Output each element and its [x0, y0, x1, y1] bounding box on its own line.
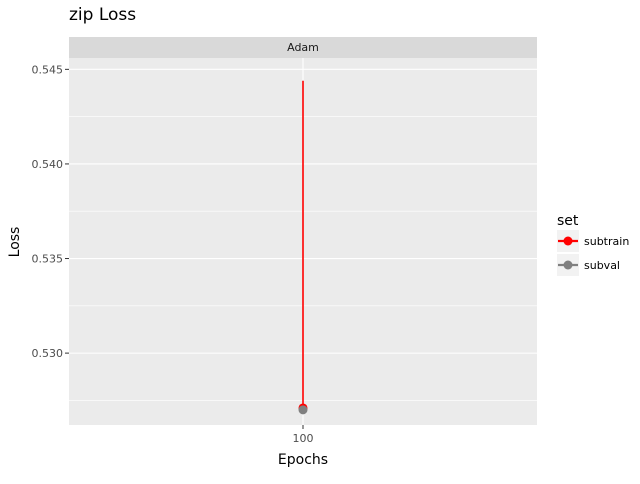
legend-title: set: [557, 213, 579, 229]
facet-strip: [69, 37, 537, 58]
series-layer: [298, 80, 308, 415]
y-tick-label: 0.540: [32, 158, 64, 171]
legend: set subtrain subval: [557, 213, 629, 276]
x-axis: 100: [293, 425, 314, 445]
legend-label-subval: subval: [584, 259, 620, 272]
y-tick-label: 0.535: [32, 253, 64, 266]
chart-title: zip Loss: [69, 5, 136, 25]
y-tick-label: 0.545: [32, 63, 64, 76]
y-axis-label: Loss: [7, 227, 23, 258]
legend-items: subtrain subval: [557, 230, 629, 276]
legend-key-point-subtrain: [563, 236, 573, 246]
y-axis: 0.530 0.535 0.540 0.545: [32, 63, 69, 360]
data-point-subval: [298, 405, 308, 415]
x-tick-label: 100: [293, 432, 314, 445]
y-tick-label: 0.530: [32, 347, 64, 360]
x-axis-label: Epochs: [278, 452, 328, 468]
legend-label-subtrain: subtrain: [584, 235, 629, 248]
facet-label: Adam: [287, 41, 319, 54]
legend-key-point-subval: [563, 260, 573, 270]
